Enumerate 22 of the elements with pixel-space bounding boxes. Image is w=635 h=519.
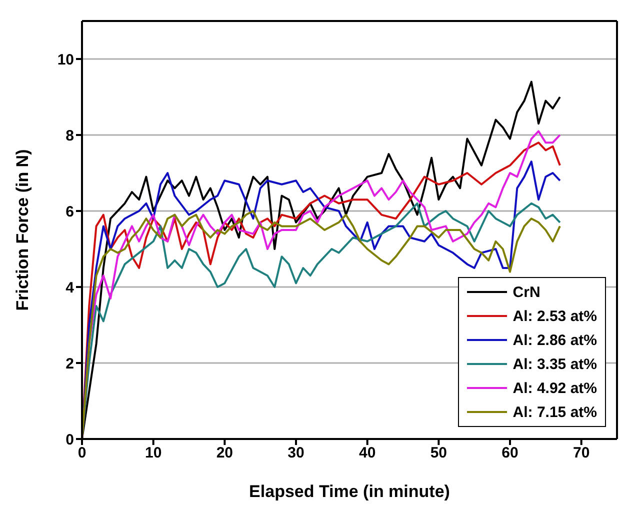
y-tick-label: 6 <box>66 203 74 220</box>
legend-label: Al: 3.35 at% <box>512 356 597 372</box>
x-tick-label: 0 <box>78 444 86 462</box>
legend-label: Al: 2.53 at% <box>512 308 597 324</box>
x-tick-label: 40 <box>358 444 376 462</box>
y-tick-label: 4 <box>66 279 75 296</box>
x-tick-label: 10 <box>144 444 162 462</box>
legend-label: Al: 7.15 at% <box>512 404 597 420</box>
legend-label: CrN <box>512 284 540 300</box>
y-tick-label: 0 <box>66 431 74 448</box>
y-tick-label: 10 <box>57 51 74 68</box>
x-tick-label: 30 <box>288 444 304 462</box>
x-axis-title: Elapsed Time (in minute) <box>249 482 450 501</box>
legend-label: Al: 4.92 at% <box>512 380 597 396</box>
x-tick-label: 70 <box>572 444 590 462</box>
x-tick-label: 50 <box>430 444 448 462</box>
x-tick-label: 20 <box>216 444 234 462</box>
y-axis-title: Friction Force (in N) <box>13 149 32 311</box>
x-tick-label: 60 <box>502 444 518 462</box>
y-tick-label: 8 <box>66 127 74 144</box>
y-tick-label: 2 <box>66 355 74 372</box>
legend-label: Al: 2.86 at% <box>512 332 597 348</box>
